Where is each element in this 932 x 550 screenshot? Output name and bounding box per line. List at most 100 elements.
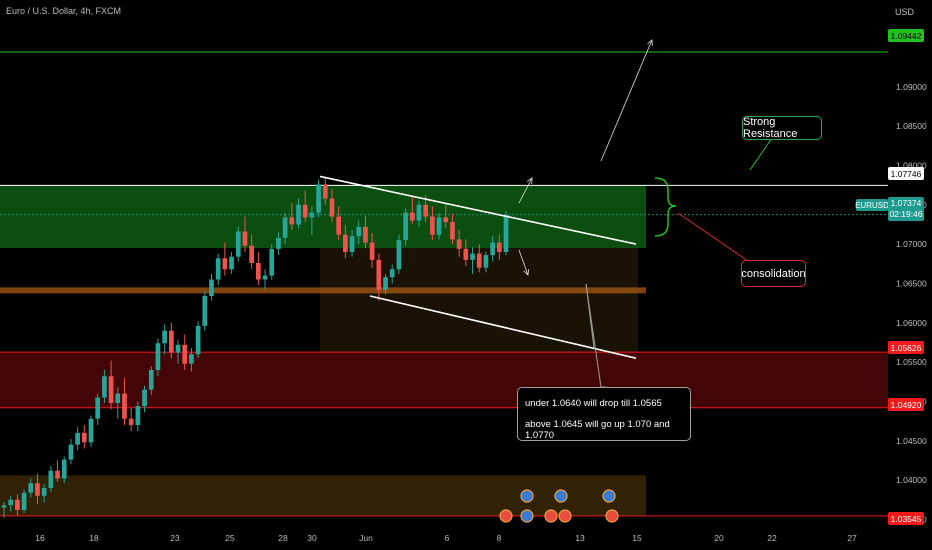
candle [456, 239, 462, 249]
candle [276, 237, 281, 249]
price-tick: 1.06000 [896, 318, 927, 328]
candle [296, 204, 301, 225]
candle [168, 330, 174, 353]
price-tick: 1.05500 [896, 357, 927, 367]
candle [195, 325, 201, 355]
event-flag-icon [520, 509, 534, 523]
candle [1, 505, 7, 508]
date-tick: 18 [89, 533, 99, 543]
price-tag-top-resistance: 1.09442 [888, 29, 924, 42]
range-brace [654, 177, 677, 237]
price-tick: 1.09000 [896, 82, 927, 92]
price-tick: 1.04500 [896, 436, 927, 446]
candle [322, 184, 328, 199]
candle [108, 376, 114, 403]
price-tick: 1.08500 [896, 121, 927, 131]
candle [269, 248, 275, 276]
candle [403, 212, 408, 241]
date-tick: 16 [35, 533, 45, 543]
candle [8, 499, 14, 506]
breakout-arrow [600, 39, 653, 162]
support-band [0, 287, 646, 294]
candle [396, 240, 402, 270]
date-tick: 15 [632, 533, 642, 543]
event-flag-icon [520, 489, 534, 503]
candle [242, 231, 248, 246]
date-tick: 23 [170, 533, 180, 543]
candle [102, 376, 107, 398]
candle [235, 231, 241, 257]
candle [409, 212, 415, 221]
candle [503, 215, 509, 252]
candle [209, 279, 214, 297]
candle [369, 242, 375, 260]
candle [416, 204, 422, 221]
candle [81, 432, 87, 443]
candle [436, 217, 442, 235]
price-tick: 1.07000 [896, 239, 927, 249]
candle [175, 344, 181, 353]
candle [282, 217, 288, 238]
candle [48, 470, 54, 488]
date-tick: Jun [359, 533, 373, 543]
consolidation-pointer [677, 212, 749, 262]
date-tick: 8 [497, 533, 502, 543]
date-tick: 28 [278, 533, 288, 543]
red-zone [0, 352, 888, 408]
candle [55, 470, 60, 479]
note-line-2: above 1.0645 will go up 1.070 and 1.0770 [525, 419, 670, 441]
price-tag-bottom-support: 1.03545 [888, 512, 924, 525]
candle [470, 253, 475, 260]
candle [61, 459, 67, 479]
candle [343, 234, 348, 252]
candle [463, 248, 469, 260]
candle [95, 397, 101, 419]
candle [115, 393, 121, 403]
candle [162, 330, 167, 344]
candle [189, 354, 194, 364]
candle [21, 492, 27, 510]
currency-label: USD [895, 7, 915, 17]
event-flag-icon [499, 509, 513, 523]
event-flag-icon [544, 509, 558, 523]
candle [356, 226, 362, 237]
candle [202, 296, 208, 326]
strong-resistance-pointer [749, 137, 786, 171]
candle [182, 344, 188, 364]
channel-upper-line [319, 175, 637, 245]
channel-lower-line [369, 295, 637, 359]
candle [476, 253, 482, 268]
symbol-tag: EURUSD [855, 199, 889, 211]
event-flag-icon [554, 489, 568, 503]
candle [430, 216, 435, 235]
price-tag-red-upper: 1.05626 [888, 341, 924, 354]
countdown: 02:19:46 [889, 209, 923, 219]
candle [389, 269, 395, 278]
candle [68, 444, 74, 460]
candle [128, 418, 134, 426]
candle [75, 432, 80, 445]
candle [15, 499, 20, 510]
down-arrow-head [523, 268, 530, 276]
candle [316, 184, 321, 213]
candle [88, 418, 94, 443]
candle [215, 258, 221, 280]
candle [249, 245, 254, 263]
breakout-arrow-head [647, 39, 653, 47]
candle [329, 198, 335, 217]
candle [383, 277, 388, 290]
date-tick: 22 [767, 533, 777, 543]
candle [336, 216, 342, 235]
note-line-1: under 1.0640 will drop till 1.0565 [525, 398, 662, 409]
event-flag-icon [605, 509, 619, 523]
current-price-tag: 1.07374 02:19:46 [888, 197, 924, 221]
candle [122, 393, 127, 419]
note-pointer-b [585, 283, 595, 349]
candle [302, 204, 308, 218]
event-flag-icon [558, 509, 572, 523]
date-tick: 20 [714, 533, 724, 543]
date-tick: 30 [307, 533, 317, 543]
candle [142, 389, 147, 407]
